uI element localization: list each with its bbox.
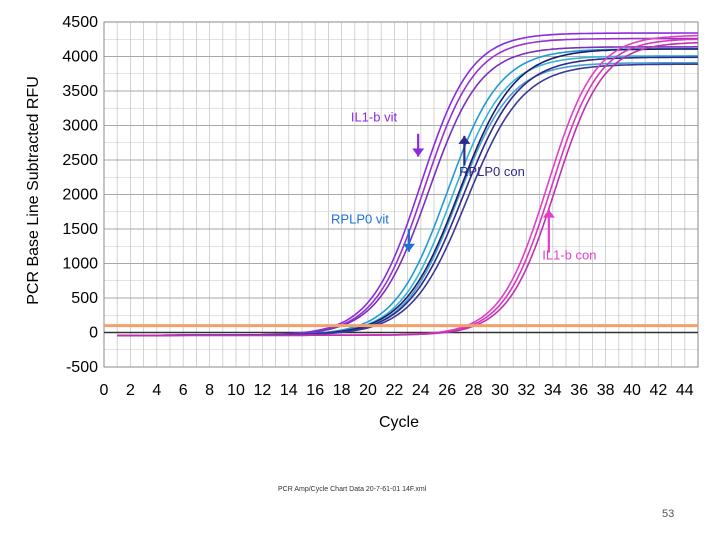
y-tick-label: 2500 <box>62 152 98 169</box>
page-number: 53 <box>662 508 675 520</box>
x-tick-label: 28 <box>465 382 483 399</box>
annotation-arrow-head-3 <box>402 243 415 252</box>
x-tick-label: 32 <box>518 382 536 399</box>
x-tick-label: 40 <box>623 382 641 399</box>
x-tick-label: 44 <box>676 382 694 399</box>
x-tick-label: 24 <box>412 382 430 399</box>
y-tick-label: 3500 <box>62 83 98 100</box>
series-line-12 <box>117 41 699 337</box>
x-axis-label: Cycle <box>379 414 419 431</box>
x-tick-label: 22 <box>386 382 404 399</box>
x-tick-label: 18 <box>333 382 351 399</box>
x-tick-label: 26 <box>438 382 456 399</box>
y-tick-label: 500 <box>71 290 98 307</box>
x-tick-label: 38 <box>597 382 615 399</box>
x-tick-label: 34 <box>544 382 562 399</box>
annotation-label-2: RPLP0 con <box>459 164 525 179</box>
y-tick-label: 0 <box>89 325 98 342</box>
annotation-arrow-head-2 <box>458 135 471 144</box>
annotation-label-3: RPLP0 vit <box>331 211 389 226</box>
annotation-label-1: IL1-b vit <box>351 109 398 124</box>
annotation-label-4: IL1-b con <box>542 247 596 262</box>
y-axis-tick-labels: 4500 4000 3500 3000 2500 2000 1500 1000 500 0 -500 <box>62 14 98 376</box>
x-tick-label: 6 <box>179 382 188 399</box>
y-tick-label: 4500 <box>62 14 98 31</box>
plot-border <box>103 21 699 368</box>
x-tick-label: 0 <box>100 382 109 399</box>
y-tick-label: 2000 <box>62 187 98 204</box>
annotation-arrow-head-1 <box>412 148 425 157</box>
curve-annotations: IL1-b vit RPLP0 con RPLP0 vit IL1-b con <box>331 109 596 262</box>
y-tick-label: 4000 <box>62 49 98 66</box>
x-tick-label: 4 <box>152 382 161 399</box>
y-axis-label: PCR Base Line Subtracted RFU <box>25 76 42 305</box>
x-tick-label: 12 <box>254 382 272 399</box>
x-tick-label: 36 <box>570 382 588 399</box>
x-tick-label: 42 <box>650 382 668 399</box>
x-tick-label: 30 <box>491 382 509 399</box>
x-axis-tick-labels: 0 2 4 6 8 10 12 14 16 18 20 22 24 26 28 30 32 34 36 38 40 42 4… <box>100 382 694 399</box>
y-tick-label: 1500 <box>62 221 98 238</box>
annotation-arrow-head-4 <box>542 209 555 218</box>
x-tick-label: 16 <box>306 382 324 399</box>
x-tick-label: 10 <box>227 382 245 399</box>
amplification-curves <box>117 32 699 337</box>
y-tick-label: 1000 <box>62 256 98 273</box>
x-tick-label: 8 <box>205 382 214 399</box>
y-tick-label: 3000 <box>62 118 98 135</box>
horizontal-gridlines <box>103 21 699 368</box>
y-tick-label: -500 <box>66 359 98 376</box>
x-tick-label: 2 <box>126 382 135 399</box>
footer-caption: PCR Amp/Cycle Chart Data 20-7-61-01 14F.… <box>278 486 427 493</box>
x-tick-label: 14 <box>280 382 298 399</box>
x-tick-label: 20 <box>359 382 377 399</box>
